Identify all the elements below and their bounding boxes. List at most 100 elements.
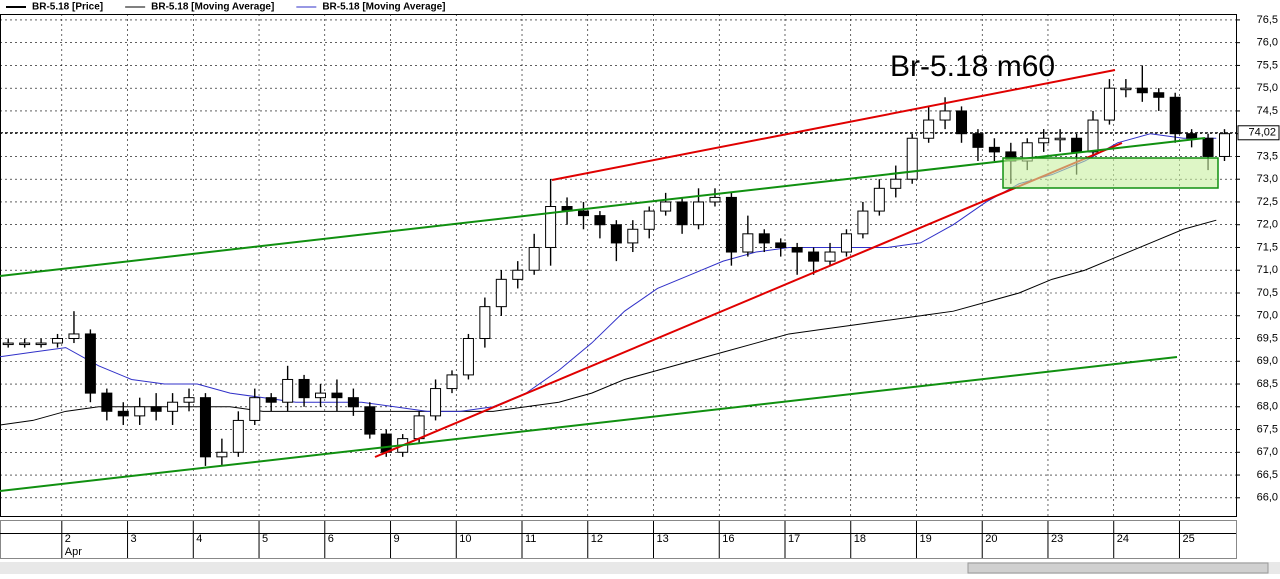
candle-body	[1071, 137, 1083, 153]
candle-body	[1120, 87, 1132, 91]
trend-line	[374, 142, 1123, 458]
candle-body	[430, 388, 442, 417]
y-tick-label: 66,0	[1257, 492, 1278, 504]
y-tick-label: 73,0	[1257, 173, 1278, 185]
candle-body	[1169, 96, 1181, 135]
candle-body	[413, 415, 425, 440]
candle-body	[347, 397, 359, 408]
y-tick-label: 75,5	[1257, 59, 1278, 71]
candle-body	[627, 228, 639, 244]
candle-body	[725, 196, 737, 253]
candle-body	[2, 342, 14, 346]
y-tick-label: 71,5	[1257, 241, 1278, 253]
candle-body	[216, 451, 228, 458]
y-tick-label: 67,5	[1257, 423, 1278, 435]
candle-body	[331, 392, 343, 399]
legend-label: BR-5.18 [Price]	[32, 2, 103, 13]
candle-body	[282, 378, 294, 403]
candle-body	[1186, 133, 1198, 139]
y-tick-label: 68,5	[1257, 378, 1278, 390]
candle-body	[512, 269, 524, 280]
candle-body	[68, 333, 80, 340]
candle-body	[808, 251, 820, 262]
candle-body	[1038, 137, 1050, 144]
candle-body	[972, 133, 984, 148]
candle-body	[742, 233, 754, 253]
candle-body	[1103, 87, 1115, 121]
legend: BR-5.18 [Price] BR-5.18 [Moving Average] B…	[6, 2, 446, 13]
y-tick-label: 69,5	[1257, 332, 1278, 344]
x-tick-label: 11	[525, 533, 536, 545]
trend-line	[0, 356, 1178, 492]
x-tick-label: 18	[854, 533, 866, 545]
y-tick-label: 66,5	[1257, 469, 1278, 481]
candle-body	[1087, 119, 1099, 153]
plot	[0, 14, 1240, 516]
candle-body	[265, 397, 277, 403]
candle-body	[906, 137, 918, 180]
candle-body	[923, 119, 935, 139]
x-tick-label: 23	[1051, 533, 1063, 545]
x-tick-label: 17	[788, 533, 800, 545]
candle-body	[577, 210, 589, 217]
legend-label: BR-5.18 [Moving Average]	[151, 2, 274, 13]
x-tick-label: 9	[394, 533, 400, 545]
candle-body	[479, 306, 491, 340]
y-tick-label: 70,5	[1257, 287, 1278, 299]
candle-body	[380, 433, 392, 453]
candle-body	[1136, 87, 1148, 94]
candle-body	[1202, 137, 1214, 157]
candle-body	[199, 397, 211, 458]
candle-body	[249, 397, 261, 421]
x-tick-label: 16	[722, 533, 734, 545]
candle-body	[857, 210, 869, 235]
x-tick-label: 19	[919, 533, 931, 545]
candle-body	[643, 210, 655, 230]
candle-body	[19, 342, 31, 346]
candle-body	[183, 397, 195, 403]
x-tick-label: 6	[328, 533, 334, 545]
y-tick-label: 74,5	[1257, 105, 1278, 117]
candle-body	[758, 233, 770, 244]
y-tick-label: 72,0	[1257, 219, 1278, 231]
y-tick-label: 68,0	[1257, 401, 1278, 413]
x-tick-label: 2	[65, 533, 71, 545]
candle-body	[791, 246, 803, 253]
candle-body	[660, 201, 672, 212]
x-tick-label: 4	[196, 533, 202, 545]
candle-body	[315, 392, 327, 399]
y-tick-label: 75,0	[1257, 82, 1278, 94]
candle-body	[1218, 133, 1230, 157]
y-tick-label: 67,0	[1257, 446, 1278, 458]
plot-frame	[0, 14, 1237, 517]
candle-body	[117, 410, 129, 417]
x-tick-label: 25	[1182, 533, 1194, 545]
candle-body	[495, 278, 507, 308]
candle-body	[939, 110, 951, 121]
candle-body	[1054, 137, 1066, 141]
chart-title: Br-5.18 m60	[890, 50, 1055, 83]
candle-body	[824, 251, 836, 262]
candle-body	[134, 406, 146, 417]
zone	[1002, 157, 1219, 189]
y-tick-label: 72,5	[1257, 196, 1278, 208]
scroll-thumb[interactable]	[967, 562, 1269, 574]
x-tick-label: 24	[1117, 533, 1129, 545]
x-tick-label: 5	[262, 533, 268, 545]
candle-body	[890, 178, 902, 189]
candle-body	[676, 201, 688, 226]
candle-body	[610, 224, 622, 244]
y-tick-label: 70,0	[1257, 310, 1278, 322]
candle-body	[150, 406, 162, 412]
candle-body	[693, 201, 705, 226]
x-tick-label: 10	[459, 533, 471, 545]
y-tick-label: 76,0	[1257, 37, 1278, 49]
y-tick-label: 76,5	[1257, 14, 1278, 26]
candle-body	[232, 419, 244, 453]
trend-line	[551, 69, 1116, 181]
x-tick-label: 12	[591, 533, 603, 545]
candle-body	[364, 406, 376, 435]
last-price-label: 74,02	[1248, 127, 1276, 139]
scrollbar[interactable]	[0, 562, 1280, 574]
